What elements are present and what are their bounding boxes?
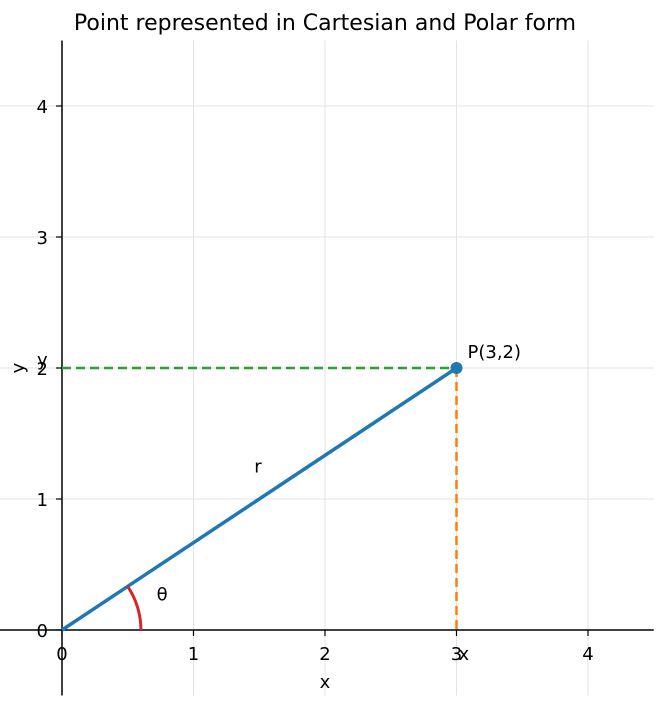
y-axis-label: y	[8, 362, 29, 373]
point-label: P(3,2)	[468, 342, 522, 363]
y-tick-label: 2	[37, 359, 48, 380]
radius-label: r	[254, 456, 262, 477]
y-tick-label: 3	[37, 228, 48, 249]
x-axis-label: x	[320, 672, 331, 693]
radius-line	[61, 366, 458, 632]
x-tick-label: 2	[319, 644, 330, 665]
y-tick-label: 4	[37, 97, 48, 118]
x-tick-label: 0	[56, 644, 67, 665]
angle-arc	[126, 585, 143, 631]
x-tick-label: 4	[582, 644, 593, 665]
chart-title: Point represented in Cartesian and Polar…	[74, 11, 576, 36]
angle-label: θ	[157, 585, 168, 606]
tick-labels: 0 1 2 3 4 0 1 2 3 4	[37, 97, 594, 665]
x-tick-label: 1	[188, 644, 199, 665]
x-projection-label: x	[459, 644, 470, 665]
y-tick-label: 0	[37, 621, 48, 642]
point-marker	[450, 362, 463, 374]
x-tick-label: 3	[451, 644, 462, 665]
chart-marks: P(3,2) r θ x y	[37, 342, 521, 665]
y-projection-label: y	[37, 350, 48, 371]
y-tick-label: 1	[37, 490, 48, 511]
